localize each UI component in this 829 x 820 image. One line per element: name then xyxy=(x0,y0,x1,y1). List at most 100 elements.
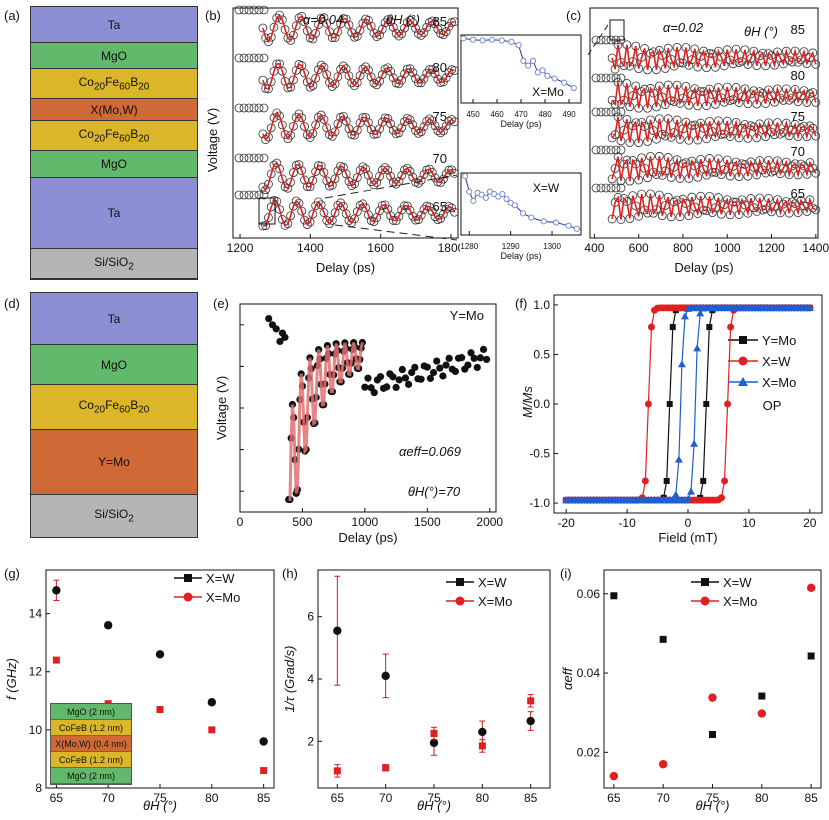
data-point xyxy=(711,167,720,177)
data-point xyxy=(314,197,323,207)
data-point xyxy=(311,120,321,130)
data-point xyxy=(341,169,351,179)
data-point xyxy=(388,73,398,83)
data-point xyxy=(591,107,601,117)
data-point xyxy=(369,180,379,190)
data-point xyxy=(663,477,670,484)
data-point xyxy=(790,46,800,56)
fit-curve xyxy=(288,342,364,501)
data-point xyxy=(398,365,406,374)
data-point xyxy=(52,656,60,664)
data-point xyxy=(275,164,284,174)
data-point xyxy=(280,220,290,230)
data-point xyxy=(259,103,269,113)
data-point xyxy=(799,86,809,96)
layer-stack-d: Ta MgO Co20Fe60B20 Y=Mo Si/SiO2 xyxy=(30,292,198,538)
data-point xyxy=(375,76,384,86)
data-point xyxy=(244,103,254,113)
data-point xyxy=(244,53,254,63)
legend-marker xyxy=(183,592,193,602)
x-tick-label: 85 xyxy=(257,791,271,805)
data-point xyxy=(380,163,390,172)
data-point xyxy=(808,203,818,213)
data-point xyxy=(525,62,532,69)
data-point xyxy=(319,115,329,124)
data-point xyxy=(764,85,773,95)
data-point xyxy=(308,34,318,44)
data-point xyxy=(761,61,771,71)
x-tick-label: 450 xyxy=(466,110,480,119)
data-point xyxy=(249,190,259,200)
panel-label-a: (a) xyxy=(4,8,20,23)
data-point xyxy=(708,49,717,59)
zoom-box xyxy=(609,19,625,41)
data-point xyxy=(208,726,216,734)
data-point xyxy=(740,119,750,129)
data-point xyxy=(709,730,716,738)
data-point xyxy=(591,35,601,45)
data-point xyxy=(607,133,617,143)
layer-mgo: MgO xyxy=(31,151,197,178)
data-point xyxy=(476,354,484,362)
y-tick-label: 10 xyxy=(29,723,43,737)
x-axis-label: θH (°) xyxy=(143,798,177,813)
data-point xyxy=(427,167,437,177)
data-point xyxy=(478,191,485,198)
data-point xyxy=(764,49,773,58)
x-tick-label: 80 xyxy=(476,791,490,805)
x-tick-label: 1280 xyxy=(460,242,478,251)
x-tick-label: 800 xyxy=(673,241,693,255)
data-point xyxy=(470,354,478,362)
data-point xyxy=(799,47,809,57)
data-point xyxy=(728,95,738,104)
x-tick-label: 600 xyxy=(629,241,649,255)
data-point xyxy=(470,197,477,204)
data-point xyxy=(254,5,264,15)
data-point xyxy=(478,727,487,737)
chart-b: 1200 1400 1600 1800 Voltage (V) Delay (ps) α=0… xyxy=(205,5,460,275)
data-point xyxy=(408,68,418,78)
data-point xyxy=(322,216,332,225)
data-point xyxy=(308,209,318,219)
data-point xyxy=(364,374,372,382)
fit-curve xyxy=(611,193,817,220)
data-point xyxy=(400,201,409,211)
x-tick-label: 1400 xyxy=(802,241,829,255)
y-axis-label: M/Ms xyxy=(520,386,535,418)
inset-layer: X(Mo,W) (0.4 nm) xyxy=(51,736,131,752)
data-point xyxy=(601,145,611,155)
layer-co20fe60b20: Co20Fe60B20 xyxy=(31,69,197,99)
data-point xyxy=(383,383,391,391)
layer-label: Ta xyxy=(107,311,121,326)
data-point xyxy=(483,355,491,364)
data-point xyxy=(419,28,429,38)
alpha-label: α=0.02 xyxy=(663,20,704,35)
data-point xyxy=(302,220,312,229)
data-point xyxy=(277,120,287,130)
layer-stack-a: Ta MgO Co20Fe60B20 X(Mo,W) Co20Fe60B20 MgO Ta S… xyxy=(30,6,198,280)
data-point xyxy=(764,155,773,165)
data-point xyxy=(442,361,450,369)
data-point xyxy=(805,121,815,131)
layer-label: MgO xyxy=(100,157,127,171)
data-point xyxy=(405,166,415,176)
data-point xyxy=(433,74,443,84)
trace-label: 85 xyxy=(791,22,805,37)
data-point xyxy=(433,24,443,34)
data-point xyxy=(411,126,421,135)
data-point xyxy=(561,79,568,86)
data-point xyxy=(460,35,467,42)
data-point xyxy=(591,145,601,155)
data-point xyxy=(249,5,259,15)
data-point xyxy=(444,165,454,175)
data-point xyxy=(444,68,454,78)
x-tick-label: 80 xyxy=(755,791,769,805)
data-point xyxy=(425,64,434,74)
data-point xyxy=(641,477,649,485)
data-point xyxy=(361,113,371,122)
data-point xyxy=(752,133,762,143)
data-point xyxy=(441,73,451,83)
data-point xyxy=(479,345,488,354)
data-point xyxy=(438,126,448,136)
data-point xyxy=(719,129,729,139)
